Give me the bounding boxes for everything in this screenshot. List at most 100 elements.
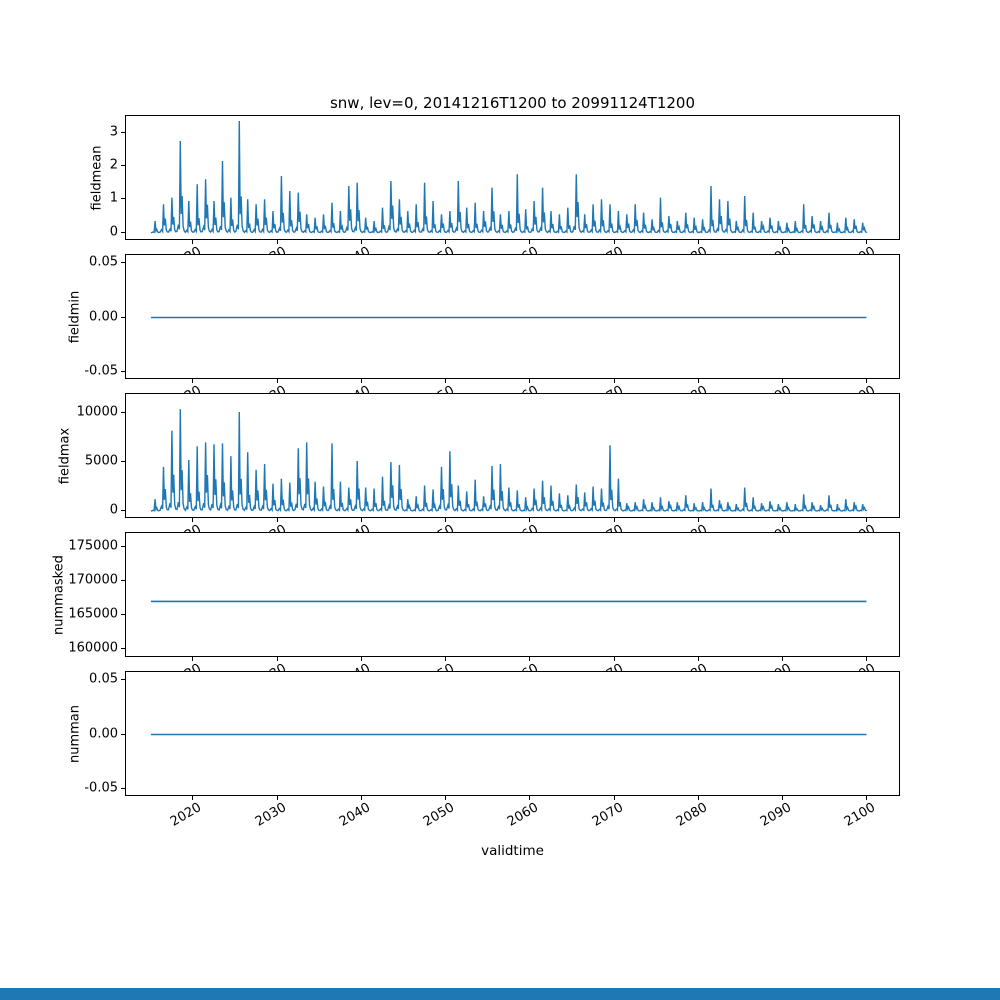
- x-tick-mark: [192, 518, 194, 522]
- x-tick-mark: [613, 796, 615, 800]
- x-tick-label: 2090: [757, 800, 795, 830]
- x-tick-mark: [529, 518, 531, 522]
- x-tick-mark: [276, 240, 278, 244]
- x-tick-mark: [697, 240, 699, 244]
- y-tick-label: 5000: [84, 453, 118, 469]
- y-tick-mark: [121, 412, 125, 413]
- plot-area-fieldmean: [125, 115, 900, 240]
- y-tick-label: 2: [109, 157, 118, 173]
- fieldmean-line: [150, 120, 868, 234]
- x-tick-mark: [782, 240, 784, 244]
- x-tick-label: 2040: [336, 800, 373, 830]
- x-tick-mark: [866, 240, 868, 244]
- panel-fieldmin: fieldmin -0.050.000.05 20202030204020502…: [68, 254, 900, 395]
- x-tick-mark: [613, 240, 615, 244]
- x-tick-label: 2020: [168, 800, 205, 830]
- chart-title: snw, lev=0, 20141216T1200 to 20991124T12…: [329, 94, 695, 112]
- y-tick-mark: [121, 371, 125, 373]
- bottom-strip: [0, 988, 1000, 1000]
- y-tick-label: 175000: [68, 538, 118, 554]
- x-tick-mark: [697, 796, 699, 800]
- x-tick-mark: [613, 657, 615, 661]
- y-tick-label: 0.05: [89, 254, 118, 270]
- y-tick-mark: [121, 678, 125, 680]
- x-tick-mark: [866, 379, 868, 383]
- y-tick-mark: [121, 316, 125, 318]
- y-tick-mark: [121, 165, 125, 166]
- x-tick-mark: [782, 379, 784, 383]
- plot-area-fieldmax: [125, 393, 900, 518]
- y-tick-label: 0.00: [89, 309, 118, 324]
- y-tick-label: -0.05: [84, 780, 118, 796]
- x-tick-label: 2070: [589, 800, 626, 830]
- x-tick-mark: [613, 379, 615, 383]
- y-tick-mark: [121, 131, 125, 133]
- x-tick-mark: [866, 518, 868, 522]
- y-tick-label: 10000: [76, 404, 118, 420]
- x-tick-label: 2050: [420, 800, 458, 830]
- x-tick-mark: [360, 379, 362, 383]
- x-tick-mark: [529, 796, 531, 800]
- x-tick-mark: [360, 518, 362, 522]
- x-tick-mark: [866, 657, 868, 661]
- x-tick-label: 2060: [505, 800, 542, 830]
- y-axis-label-numman: numman: [67, 704, 83, 763]
- y-tick-label: 160000: [68, 640, 118, 656]
- x-tick-mark: [782, 796, 784, 800]
- x-tick-label: 2030: [252, 800, 289, 830]
- y-tick-label: 0.00: [89, 726, 118, 741]
- x-tick-mark: [697, 657, 699, 661]
- y-axis-label-nummasked: nummasked: [51, 554, 67, 635]
- x-tick-mark: [613, 518, 615, 522]
- y-tick-mark: [121, 461, 125, 462]
- x-tick-mark: [192, 240, 194, 244]
- y-tick-mark: [121, 231, 125, 233]
- x-tick-mark: [529, 657, 531, 661]
- y-tick-label: -0.05: [84, 363, 118, 379]
- y-tick-mark: [121, 580, 125, 581]
- x-tick-mark: [192, 657, 194, 661]
- x-tick-mark: [697, 518, 699, 522]
- y-tick-mark: [121, 510, 125, 511]
- y-axis-label-fieldmean: fieldmean: [89, 145, 105, 210]
- x-tick-mark: [360, 796, 362, 800]
- panel-numman: numman -0.05 0.00 0.05 2020 2030 2040 2050 206…: [68, 671, 900, 830]
- plot-area-fieldmin: [125, 254, 900, 379]
- y-tick-label: 165000: [68, 606, 118, 622]
- x-tick-mark: [276, 379, 278, 383]
- y-tick-mark: [121, 788, 125, 790]
- plot-area-nummasked: [125, 532, 900, 657]
- x-tick-mark: [445, 796, 447, 800]
- x-tick-mark: [782, 657, 784, 661]
- y-axis-label-fieldmax: fieldmax: [57, 427, 73, 484]
- x-tick-mark: [192, 796, 194, 800]
- x-tick-mark: [276, 796, 278, 800]
- x-tick-mark: [192, 379, 194, 383]
- x-tick-mark: [866, 796, 868, 800]
- y-axis-label-fieldmin: fieldmin: [67, 290, 83, 343]
- x-axis-label: validtime: [481, 843, 544, 859]
- x-tick-mark: [782, 518, 784, 522]
- x-tick-mark: [360, 657, 362, 661]
- x-tick-mark: [529, 379, 531, 383]
- x-tick-mark: [445, 518, 447, 522]
- y-tick-label: 0.05: [89, 671, 118, 687]
- y-tick-label: 1: [109, 190, 118, 206]
- x-tick-mark: [697, 379, 699, 383]
- y-tick-label: 0: [109, 224, 118, 240]
- y-tick-mark: [121, 648, 125, 649]
- x-tick-mark: [445, 379, 447, 383]
- y-tick-label: 0: [109, 502, 118, 518]
- y-tick-mark: [121, 614, 125, 615]
- x-tick-mark: [360, 240, 362, 244]
- x-tick-mark: [529, 240, 531, 244]
- x-tick-mark: [276, 657, 278, 661]
- x-tick-label: 2100: [842, 800, 879, 830]
- x-tick-mark: [445, 657, 447, 661]
- y-tick-mark: [121, 198, 125, 200]
- y-tick-mark: [121, 546, 125, 547]
